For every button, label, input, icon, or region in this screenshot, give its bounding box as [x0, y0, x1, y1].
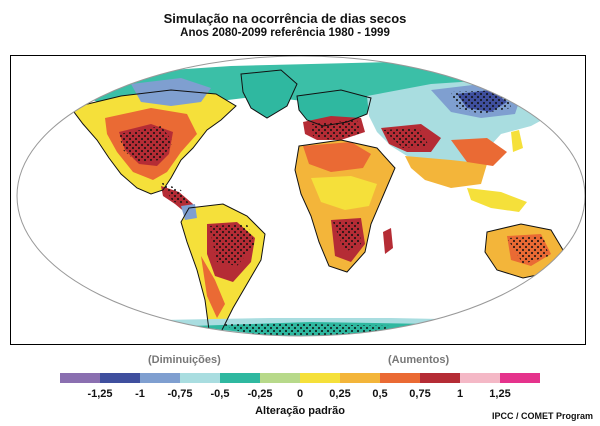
colorbar-tick-label: -0,25 [247, 388, 273, 400]
increase-label: (Aumentos) [388, 354, 450, 366]
decrease-label: (Diminuições) [148, 354, 221, 366]
colorbar-swatch [420, 373, 460, 383]
map-subtitle: Anos 2080-2099 referência 1980 - 1999 [180, 27, 390, 39]
madagascar [383, 228, 393, 254]
colorbar-swatch [100, 373, 140, 383]
significance-stippling [119, 90, 549, 336]
colorbar-tick-label: -1 [135, 388, 145, 400]
colorbar-swatch [380, 373, 420, 383]
globe-outline [16, 56, 585, 337]
colorbar-swatch [140, 373, 180, 383]
africa-middle [311, 176, 377, 210]
africa-north [303, 142, 371, 172]
south-america-warm [201, 256, 225, 318]
japan [511, 130, 523, 152]
colorbar-swatch [180, 373, 220, 383]
greenland [241, 70, 297, 118]
colorbar-swatch [500, 373, 540, 383]
world-map [16, 56, 585, 337]
colorbar-swatch [60, 373, 100, 383]
new-zealand [563, 272, 573, 292]
colorbar-tick-label: 1,25 [489, 388, 511, 400]
southeast-asia [467, 188, 527, 212]
asia-south [405, 156, 487, 188]
colorbar-tick-label: -1,25 [87, 388, 113, 400]
north-america-cool [131, 78, 211, 106]
colorbar-swatch [300, 373, 340, 383]
colorbar-tick-label: 0,5 [372, 388, 388, 400]
colorbar-tick-label: -0,5 [210, 388, 230, 400]
colorbar-swatch [260, 373, 300, 383]
map-frame [10, 55, 586, 345]
colorbar-tick-label: -0,75 [167, 388, 193, 400]
credit: IPCC / COMET Program [491, 411, 593, 421]
colorbar [60, 373, 540, 383]
colorbar-tick-label: 0,25 [329, 388, 351, 400]
colorbar-tick-label: 0,75 [409, 388, 431, 400]
asia-east [451, 138, 507, 166]
europe [297, 90, 371, 126]
colorbar-ticks: -1,25 -1 -0,75 -0,5 -0,25 0 0,25 0,5 0,75 1 1,25 [0, 388, 600, 402]
colorbar-swatch [340, 373, 380, 383]
colorbar-tick-label: 0 [296, 388, 304, 400]
map-title: Simulação na ocorrência de dias secos [163, 11, 407, 26]
colorbar-tick-label: 1 [456, 388, 464, 400]
colorbar-axis-label: Alteração padrão [255, 405, 345, 417]
colorbar-swatch [460, 373, 500, 383]
colorbar-swatch [220, 373, 260, 383]
